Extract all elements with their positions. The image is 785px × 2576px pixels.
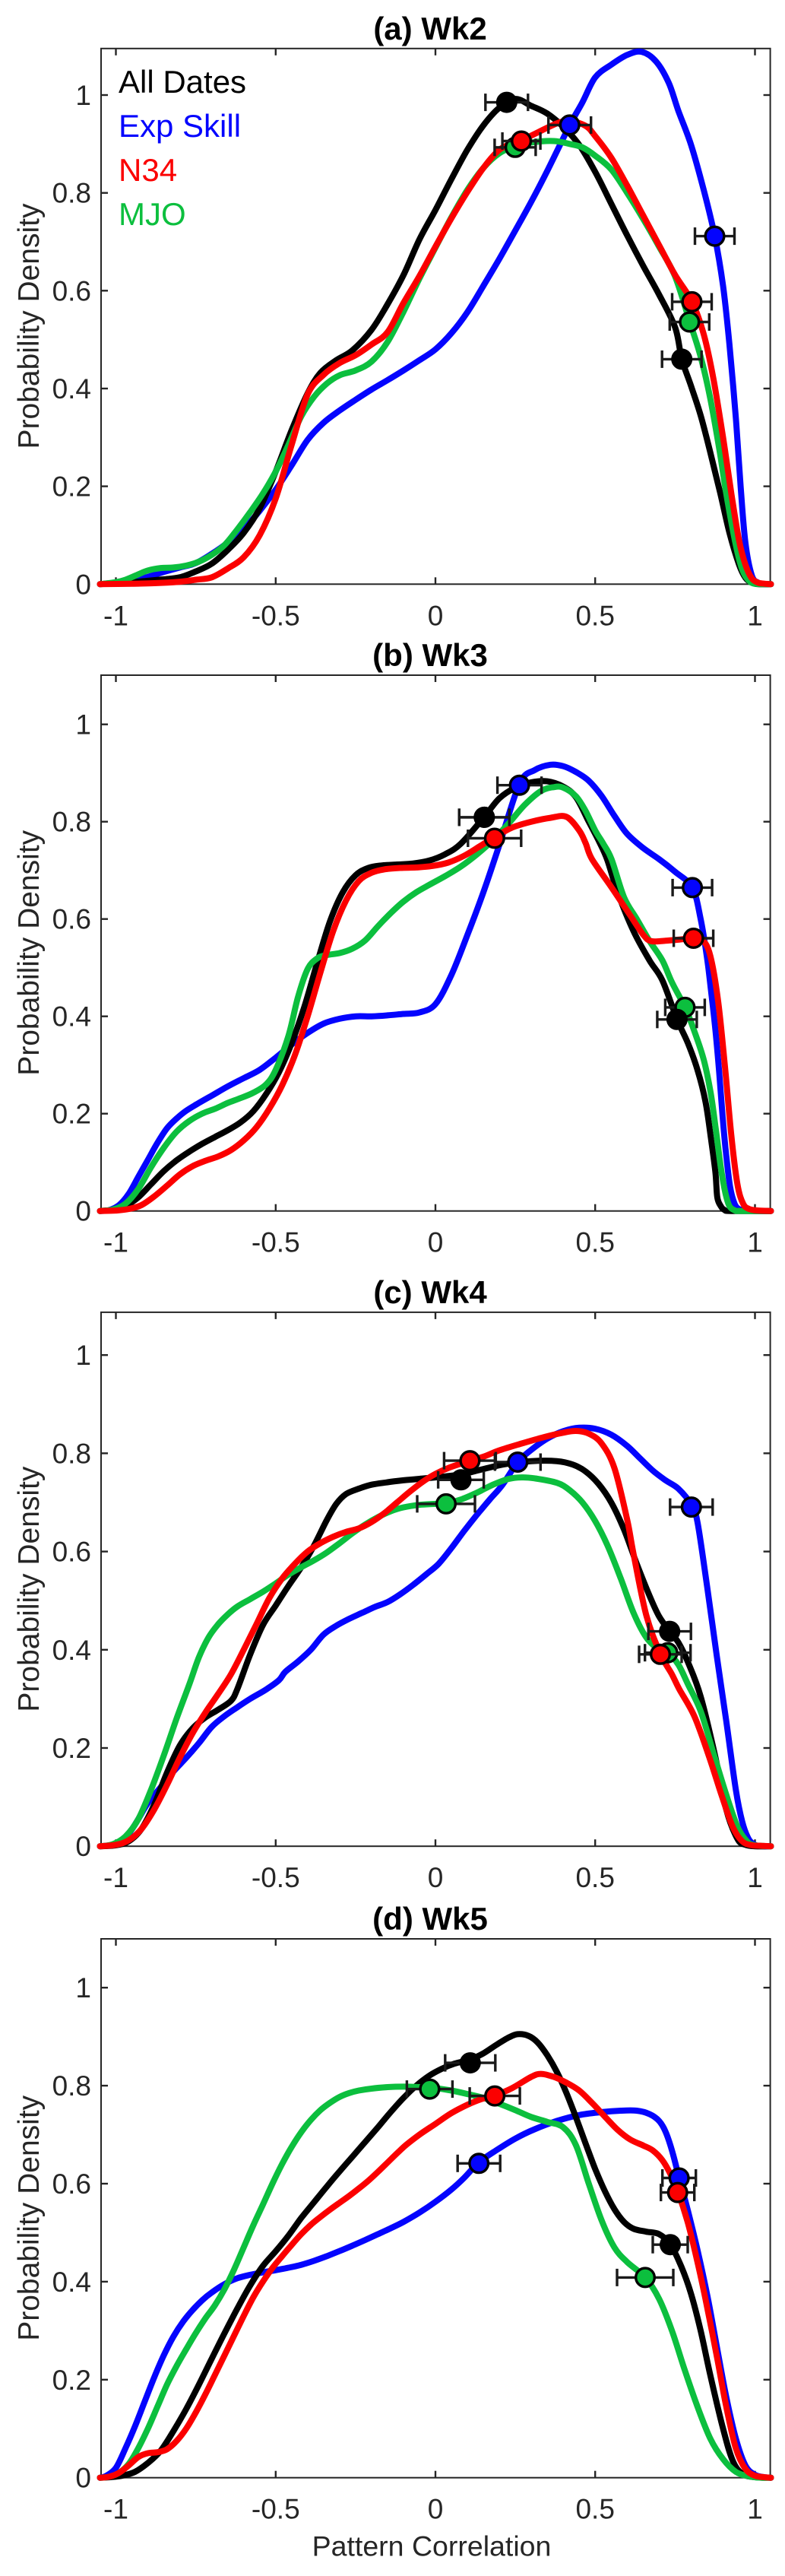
svg-text:0.2: 0.2 bbox=[52, 1733, 91, 1764]
svg-text:0: 0 bbox=[428, 1227, 444, 1258]
svg-text:(d) Wk5: (d) Wk5 bbox=[372, 1901, 488, 1937]
svg-text:0.2: 0.2 bbox=[52, 471, 91, 503]
svg-text:N34: N34 bbox=[119, 152, 177, 188]
svg-text:0: 0 bbox=[428, 2494, 444, 2525]
svg-text:0.4: 0.4 bbox=[52, 373, 91, 404]
svg-text:0.4: 0.4 bbox=[52, 1001, 91, 1033]
svg-text:0.5: 0.5 bbox=[575, 600, 614, 631]
svg-text:0.2: 0.2 bbox=[52, 2365, 91, 2396]
svg-text:0.6: 0.6 bbox=[52, 275, 91, 306]
svg-text:Exp Skill: Exp Skill bbox=[119, 108, 241, 144]
svg-text:0: 0 bbox=[75, 2463, 91, 2494]
svg-text:1: 1 bbox=[75, 80, 91, 111]
svg-text:0: 0 bbox=[428, 1862, 444, 1893]
svg-text:-1: -1 bbox=[103, 1862, 128, 1893]
svg-text:-1: -1 bbox=[103, 2494, 128, 2525]
svg-text:0.6: 0.6 bbox=[52, 2168, 91, 2200]
svg-text:0.2: 0.2 bbox=[52, 1099, 91, 1130]
svg-text:1: 1 bbox=[747, 2494, 763, 2525]
svg-text:0.4: 0.4 bbox=[52, 1635, 91, 1666]
svg-text:1: 1 bbox=[75, 709, 91, 741]
svg-text:0.5: 0.5 bbox=[575, 1862, 614, 1893]
svg-text:0.6: 0.6 bbox=[52, 904, 91, 935]
svg-text:0.8: 0.8 bbox=[52, 807, 91, 838]
svg-text:0: 0 bbox=[75, 569, 91, 600]
svg-text:1: 1 bbox=[747, 600, 763, 631]
svg-text:1: 1 bbox=[75, 1340, 91, 1371]
svg-text:Probability Density: Probability Density bbox=[13, 830, 46, 1075]
svg-text:Probability Density: Probability Density bbox=[13, 1466, 46, 1712]
svg-text:0: 0 bbox=[75, 1831, 91, 1862]
svg-text:0.6: 0.6 bbox=[52, 1537, 91, 1568]
svg-text:-1: -1 bbox=[103, 1227, 128, 1258]
svg-text:(b) Wk3: (b) Wk3 bbox=[372, 637, 488, 673]
svg-text:0.5: 0.5 bbox=[575, 2494, 614, 2525]
svg-text:0.8: 0.8 bbox=[52, 178, 91, 209]
svg-text:Probability Density: Probability Density bbox=[13, 2095, 46, 2340]
svg-text:1: 1 bbox=[747, 1862, 763, 1893]
svg-text:0: 0 bbox=[75, 1196, 91, 1227]
svg-text:0.8: 0.8 bbox=[52, 2070, 91, 2102]
svg-text:Pattern Correlation: Pattern Correlation bbox=[312, 2530, 552, 2562]
svg-text:-0.5: -0.5 bbox=[252, 600, 300, 631]
svg-text:-0.5: -0.5 bbox=[252, 1862, 300, 1893]
svg-text:0.4: 0.4 bbox=[52, 2267, 91, 2298]
svg-text:(c) Wk4: (c) Wk4 bbox=[373, 1274, 487, 1310]
svg-text:0.5: 0.5 bbox=[575, 1227, 614, 1258]
svg-text:All Dates: All Dates bbox=[119, 64, 246, 100]
svg-text:0: 0 bbox=[428, 600, 444, 631]
svg-text:-0.5: -0.5 bbox=[252, 2494, 300, 2525]
svg-text:MJO: MJO bbox=[119, 196, 186, 232]
svg-text:1: 1 bbox=[75, 1972, 91, 2003]
svg-text:(a) Wk2: (a) Wk2 bbox=[373, 11, 486, 46]
svg-text:0.8: 0.8 bbox=[52, 1438, 91, 1469]
svg-text:-1: -1 bbox=[103, 600, 128, 631]
svg-text:Probability Density: Probability Density bbox=[13, 203, 46, 449]
svg-text:1: 1 bbox=[747, 1227, 763, 1258]
svg-text:-0.5: -0.5 bbox=[252, 1227, 300, 1258]
